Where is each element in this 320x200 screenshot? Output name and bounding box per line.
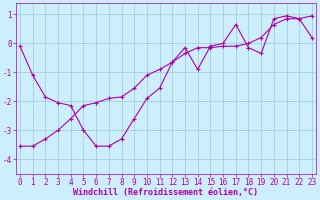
- X-axis label: Windchill (Refroidissement éolien,°C): Windchill (Refroidissement éolien,°C): [74, 188, 259, 197]
